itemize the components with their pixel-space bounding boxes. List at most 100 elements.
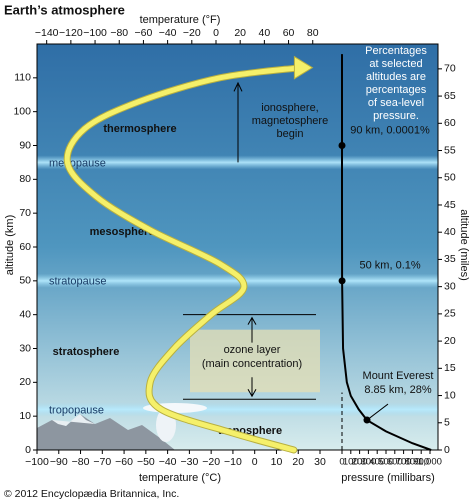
x2-tick-label: −80 [110, 27, 128, 39]
x2-tick-label: 60 [283, 27, 295, 39]
pressure-point-label: 8.85 km, 28% [364, 384, 431, 396]
y-label: altitude (km) [4, 215, 16, 276]
layer-label: thermosphere [103, 123, 176, 135]
x-tick-label: 30 [314, 456, 326, 468]
boundary-label: tropopause [49, 404, 104, 416]
pressure-point [338, 277, 346, 285]
y-tick-label: 100 [13, 105, 31, 117]
x-tick-label: −80 [72, 456, 90, 468]
pressure-leader [366, 403, 389, 421]
x-tick-label: 10 [271, 456, 283, 468]
y2-tick-label: 60 [444, 117, 456, 129]
y-tick-label: 30 [19, 342, 31, 354]
y-tick-label: 10 [19, 410, 31, 422]
x-tick-label: 0 [252, 456, 258, 468]
y-tick-label: 40 [19, 308, 31, 320]
x-tick-label: −100 [25, 456, 49, 468]
credit: © 2012 Encyclopædia Britannica, Inc. [4, 488, 179, 500]
ozone-label: ozone layer [224, 344, 281, 356]
y2-tick-label: 40 [444, 226, 456, 238]
x2-tick-label: 20 [234, 27, 246, 39]
x-tick-label: −20 [202, 456, 220, 468]
x-label: temperature (°C) [139, 472, 221, 484]
y2-tick-label: 25 [444, 308, 456, 320]
x2-tick-label: 80 [307, 27, 319, 39]
pressure-point-label: Mount Everest [363, 370, 434, 382]
boundary-band [37, 402, 438, 417]
y2-tick-label: 15 [444, 362, 456, 374]
pressure-tick-label: 700 [396, 457, 412, 468]
x2-tick-label: −120 [59, 27, 83, 39]
pressure-point [338, 142, 346, 149]
temperature-arrowhead [293, 55, 314, 80]
note: percentages [366, 84, 427, 96]
x2-label: temperature (°F) [140, 14, 221, 26]
x2-tick-label: −40 [159, 27, 177, 39]
note: Percentages [365, 45, 427, 57]
ionosphere-label: ionosphere, [261, 102, 319, 114]
x-tick-label: 20 [292, 456, 304, 468]
note: at selected [369, 58, 422, 70]
y-tick-label: 50 [19, 275, 31, 287]
y-tick-label: 0 [25, 444, 31, 456]
y-tick-label: 70 [19, 207, 31, 219]
y2-tick-label: 5 [444, 417, 450, 429]
y-tick-label: 20 [19, 376, 31, 388]
x-tick-label: −10 [224, 456, 242, 468]
layer-label: stratosphere [53, 346, 120, 358]
note: of sea-level [368, 97, 424, 109]
y-tick-label: 60 [19, 241, 31, 253]
x-tick-label: −30 [180, 456, 198, 468]
x2-tick-label: −60 [135, 27, 153, 39]
y2-tick-label: 70 [444, 63, 456, 75]
y-tick-label: 80 [19, 173, 31, 185]
x2-tick-label: −140 [35, 27, 59, 39]
y2-tick-label: 30 [444, 280, 456, 292]
pressure-tick-label: 0 [339, 457, 344, 468]
y2-label: altitude (miles) [458, 209, 470, 281]
x2-tick-label: 40 [259, 27, 271, 39]
ionosphere-arrow [233, 81, 243, 163]
boundary-band [37, 273, 438, 288]
y2-tick-label: 55 [444, 144, 456, 156]
ionosphere-label: magnetosphere [252, 115, 328, 127]
x-tick-label: −90 [50, 456, 68, 468]
x2-tick-label: −100 [83, 27, 107, 39]
x2-tick-label: −20 [183, 27, 201, 39]
note: pressure. [373, 110, 419, 122]
y-tick-label: 90 [19, 139, 31, 151]
ozone-label: (main concentration) [202, 358, 302, 370]
y-tick-label: 110 [14, 72, 31, 84]
pressure-tick-label: 800 [404, 457, 420, 468]
temperature-curve [64, 65, 303, 453]
pressure-tick-label: 300 [360, 457, 376, 468]
boundary-label: mesopause [49, 157, 106, 169]
note: altitudes are [366, 71, 426, 83]
pressure-tick-label: 500 [378, 457, 394, 468]
y2-tick-label: 50 [444, 172, 456, 184]
pressure-curve [341, 54, 432, 451]
pressure-point-label: 50 km, 0.1% [360, 260, 421, 272]
mountains [37, 414, 175, 450]
layer-label: mesosphere [90, 226, 155, 238]
y2-tick-label: 35 [444, 253, 456, 265]
x-tick-label: −50 [137, 456, 155, 468]
y2-tick-label: 65 [444, 90, 456, 102]
ozone-box [190, 329, 320, 393]
pressure-tick-label: 200 [352, 457, 368, 468]
x2-tick-label: 0 [213, 27, 219, 39]
pressure-tick-label: 600 [387, 457, 403, 468]
pressure-tick-label: 400 [369, 457, 385, 468]
y2-tick-label: 45 [444, 199, 456, 211]
y2-tick-label: 0 [444, 444, 450, 456]
x-tick-label: −40 [159, 456, 177, 468]
snow [52, 414, 95, 426]
x-tick-label: −60 [115, 456, 133, 468]
pressure-tick-label: 1,000 [418, 457, 442, 468]
ozone-arrow [247, 316, 257, 398]
pressure-label: pressure (millibars) [341, 472, 435, 484]
title: Earth’s atmosphere [4, 2, 125, 17]
pressure-point-label: 90 km, 0.0001% [350, 124, 430, 136]
pressure-tick-label: 900 [413, 457, 429, 468]
